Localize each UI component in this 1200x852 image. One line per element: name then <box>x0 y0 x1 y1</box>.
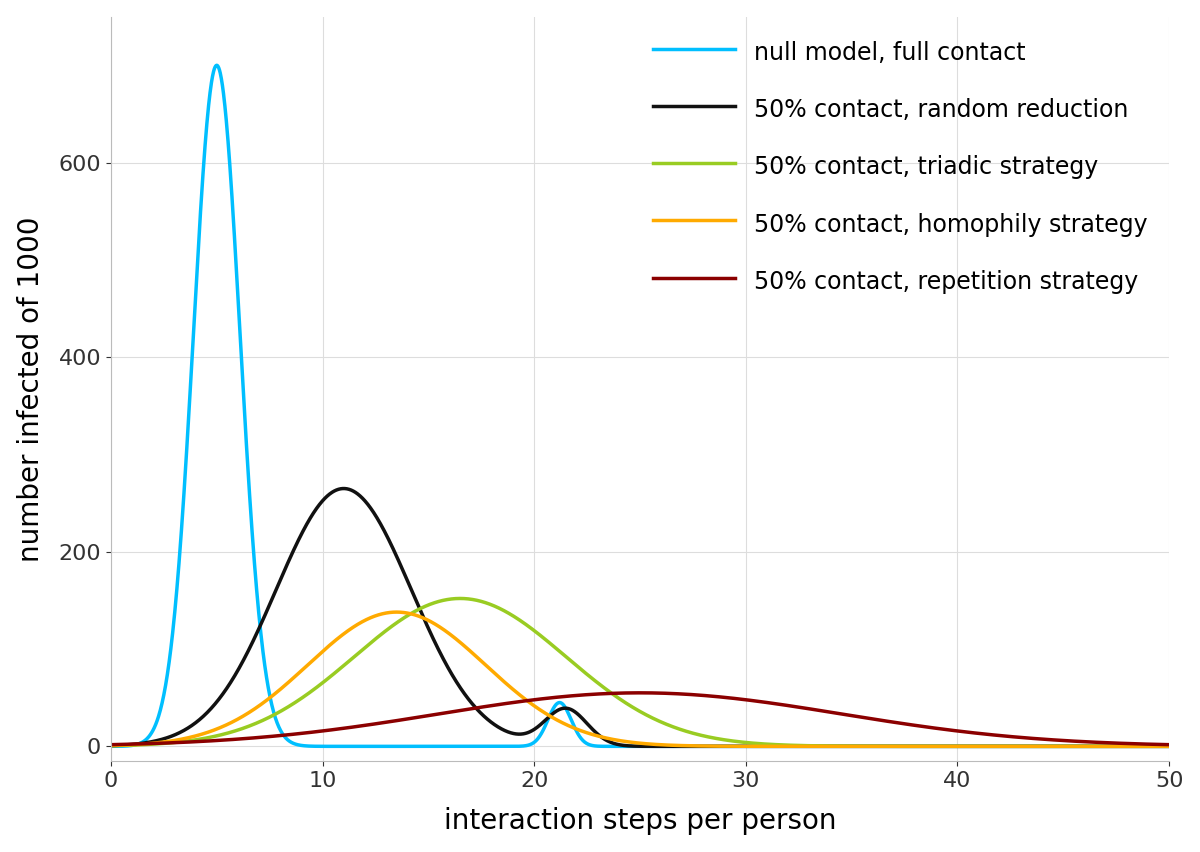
Y-axis label: number infected of 1000: number infected of 1000 <box>17 216 44 561</box>
Legend: null model, full contact, 50% contact, random reduction, 50% contact, triadic st: null model, full contact, 50% contact, r… <box>643 28 1157 305</box>
X-axis label: interaction steps per person: interaction steps per person <box>444 808 836 835</box>
